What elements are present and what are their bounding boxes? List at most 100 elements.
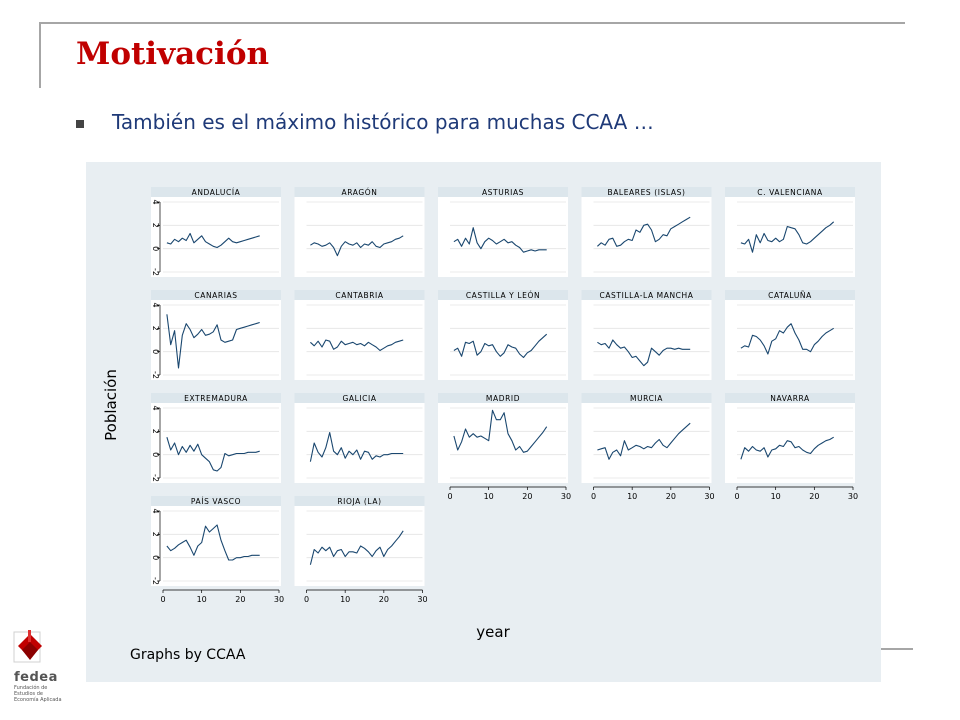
subplot: CASTILLA Y LEÓN xyxy=(438,290,568,380)
series-line xyxy=(309,431,404,462)
bullet-text: También es el máximo histórico para much… xyxy=(112,110,654,134)
x-tick-label: 20 xyxy=(809,492,819,501)
subplot-title: RIOJA (LA) xyxy=(337,497,381,506)
x-tick-label: 10 xyxy=(340,595,350,604)
subplot-title: CASTILLA-LA MANCHA xyxy=(599,291,693,300)
subplot-background xyxy=(294,393,425,483)
subplot-background xyxy=(294,290,425,380)
subplot: MURCIA 0 10 20 30 xyxy=(581,393,715,501)
y-tick-label: 2 xyxy=(151,326,160,331)
series-line xyxy=(597,216,691,247)
subplot-title: CANARIAS xyxy=(194,291,237,300)
fedea-logo-mark-icon xyxy=(13,630,42,663)
subplot-background xyxy=(438,393,568,483)
subplot-header xyxy=(294,187,425,197)
series-line xyxy=(166,524,260,561)
subplot-background xyxy=(581,393,712,483)
series-line xyxy=(310,339,404,352)
subplot-background xyxy=(581,290,712,380)
subplot: CASTILLA-LA MANCHA xyxy=(581,290,712,380)
x-tick-label: 20 xyxy=(379,595,389,604)
subplot-background xyxy=(438,290,568,380)
x-tick-label: 30 xyxy=(274,595,284,604)
x-tick-label: 30 xyxy=(561,492,571,501)
subplot-header xyxy=(581,393,712,403)
x-tick-label: 20 xyxy=(235,595,245,604)
subplot-title: NAVARRA xyxy=(770,394,810,403)
subplot: C. VALENCIANA xyxy=(725,187,855,277)
subplot: EXTREMADURA -2 0 2 4 xyxy=(151,393,281,483)
x-tick-label: 20 xyxy=(522,492,532,501)
x-tick-label: 10 xyxy=(627,492,637,501)
subplot-header xyxy=(151,187,281,197)
x-tick-label: 0 xyxy=(447,492,452,501)
x-tick-label: 10 xyxy=(771,492,781,501)
x-tick-label: 20 xyxy=(666,492,676,501)
x-tick-label: 0 xyxy=(734,492,739,501)
logo-sub-line: Economía Aplicada xyxy=(14,697,62,703)
subplot-background xyxy=(438,187,568,277)
y-tick-label: 2 xyxy=(151,429,160,434)
subplot-header xyxy=(438,187,568,197)
decorative-bottom-rule xyxy=(880,648,913,650)
logo-sub-line: Fundación de xyxy=(14,685,48,691)
series-line xyxy=(453,227,547,253)
y-tick-label: 0 xyxy=(151,349,160,354)
subplot-header xyxy=(294,496,425,506)
decorative-top-rule xyxy=(39,22,905,24)
chart-note: Graphs by CCAA xyxy=(130,647,246,663)
subplot-background xyxy=(725,187,855,277)
chart-panel: ANDALUCÍA -2 0 2 4 ARAGÓN ASTURIAS BALEARES (IS… xyxy=(86,162,881,682)
subplot-background xyxy=(151,496,281,586)
subplot: ANDALUCÍA -2 0 2 4 xyxy=(151,187,281,277)
subplot: ARAGÓN xyxy=(294,187,425,277)
y-axis-title: Población xyxy=(102,369,120,441)
subplot: BALEARES (ISLAS) xyxy=(581,187,712,277)
y-tick-label: 0 xyxy=(151,555,160,560)
subplot: RIOJA (LA) 0 10 20 30 xyxy=(294,496,428,604)
subplot: NAVARRA 0 10 20 30 xyxy=(725,393,858,501)
series-line xyxy=(740,323,834,355)
subplot-header xyxy=(438,290,568,300)
subplot-background xyxy=(725,393,855,483)
series-line xyxy=(310,235,404,257)
subplot: CATALUÑA xyxy=(725,290,855,380)
series-line xyxy=(453,409,548,453)
y-tick-label: 2 xyxy=(151,532,160,537)
logo-brand: fedea xyxy=(14,670,58,685)
subplot-title: ARAGÓN xyxy=(342,188,378,197)
y-tick-label: 4 xyxy=(151,508,160,513)
series-line xyxy=(740,436,834,460)
subplot-header xyxy=(151,290,281,300)
subplot-title: CANTABRIA xyxy=(335,291,383,300)
subplot: CANARIAS -2 0 2 4 xyxy=(151,290,281,380)
x-axis-title: year xyxy=(476,623,510,641)
subplot-background xyxy=(151,187,281,277)
series-line xyxy=(309,530,404,565)
series-line xyxy=(740,221,835,253)
subplot-title: EXTREMADURA xyxy=(184,394,248,403)
series-line xyxy=(597,422,691,460)
subplot-background xyxy=(151,290,281,380)
subplot: MADRID 0 10 20 30 xyxy=(438,393,571,501)
subplot-background xyxy=(151,393,281,483)
series-line xyxy=(453,333,548,359)
x-tick-label: 0 xyxy=(160,595,165,604)
x-tick-label: 10 xyxy=(484,492,494,501)
subplot-title: MADRID xyxy=(486,394,520,403)
y-tick-label: 4 xyxy=(151,405,160,410)
series-line xyxy=(166,232,260,249)
subplot: PAÍS VASCO -2 0 2 4 0 10 20 30 xyxy=(151,496,284,604)
y-tick-label: -2 xyxy=(151,268,160,276)
subplot-header xyxy=(294,393,425,403)
slide-title: Motivación xyxy=(76,36,270,72)
y-tick-label: 0 xyxy=(151,452,160,457)
subplot-title: GALICIA xyxy=(342,394,376,403)
x-tick-label: 10 xyxy=(197,595,207,604)
subplot: CANTABRIA xyxy=(294,290,425,380)
fedea-logo-text: fedea Fundación de Estudios de Economía … xyxy=(14,670,62,703)
y-tick-label: -2 xyxy=(151,577,160,585)
subplot-background xyxy=(725,290,855,380)
x-tick-label: 0 xyxy=(304,595,309,604)
series-line xyxy=(597,339,691,367)
